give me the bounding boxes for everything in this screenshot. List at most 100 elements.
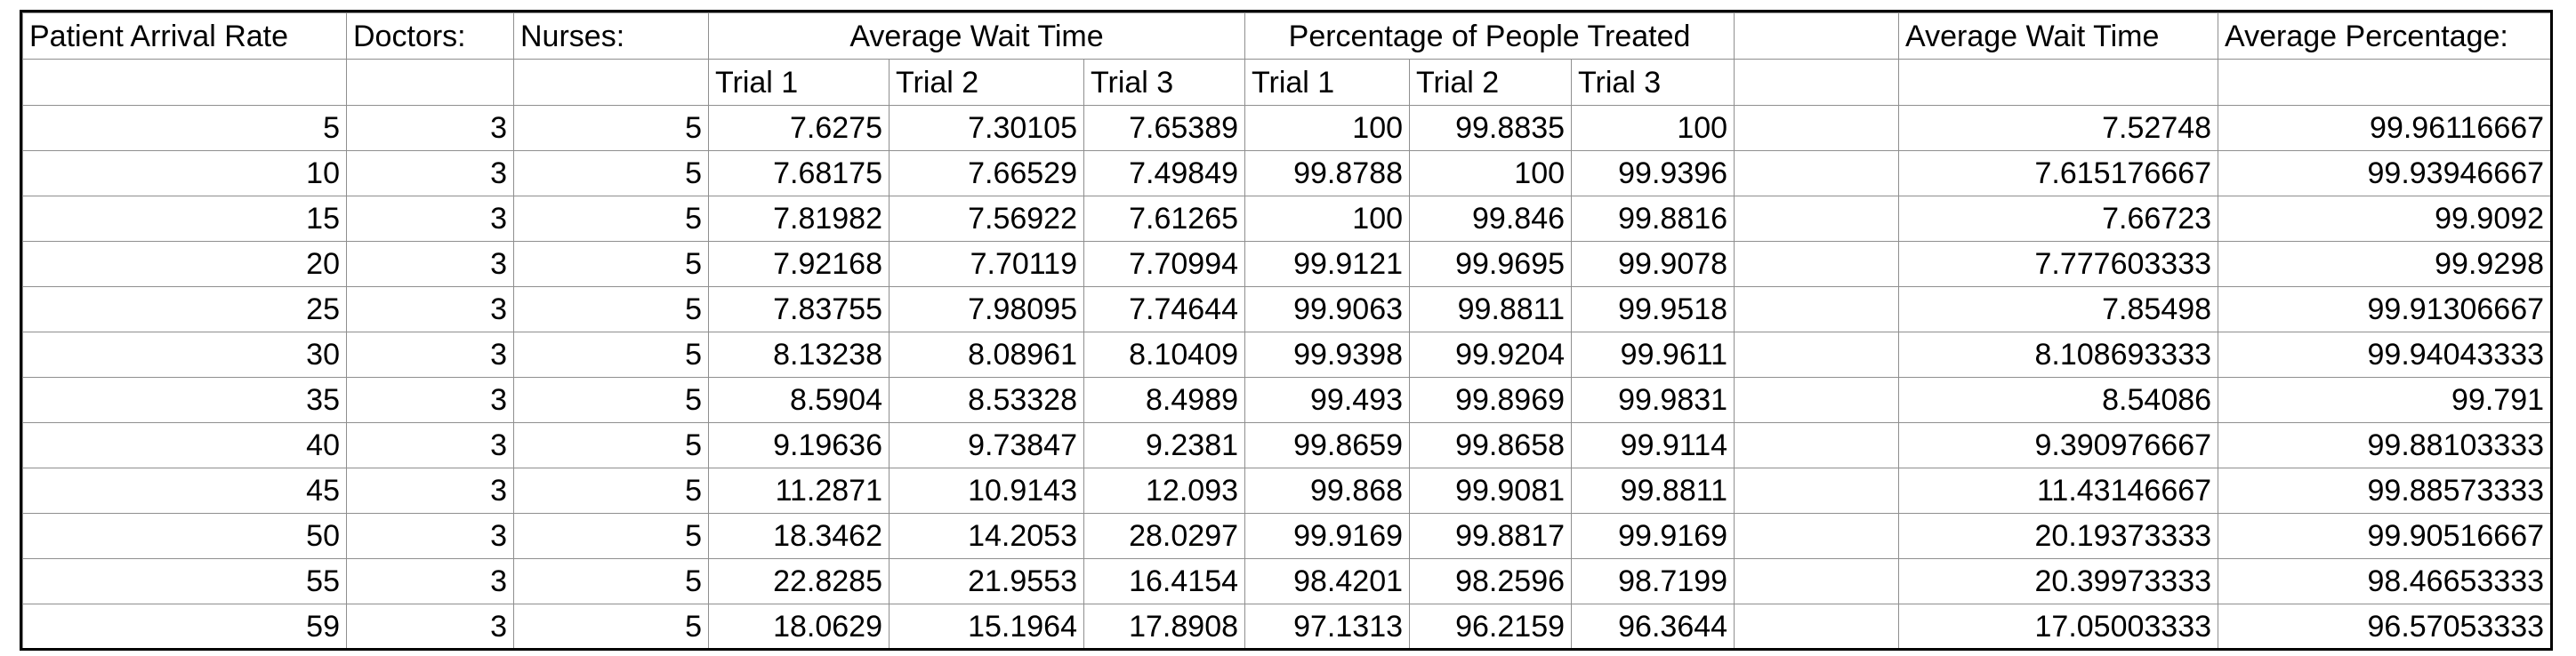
wait-trial-1-cell[interactable]: 22.8285 xyxy=(708,558,890,604)
percentage-trial-3-cell[interactable]: 100 xyxy=(1571,105,1735,151)
average-wait-time-cell[interactable]: 7.66723 xyxy=(1898,196,2219,242)
average-wait-time-cell[interactable]: 9.390976667 xyxy=(1898,422,2219,468)
wait-trial-2-cell[interactable]: 7.30105 xyxy=(889,105,1084,151)
arrival-rate-cell[interactable]: 35 xyxy=(22,377,347,423)
nurses-cell[interactable]: 5 xyxy=(513,105,709,151)
blank-cell[interactable] xyxy=(1734,286,1900,332)
wait-trial-2-cell[interactable]: 9.73847 xyxy=(889,422,1084,468)
wait-trial-2-cell[interactable]: 7.98095 xyxy=(889,286,1084,332)
wait-trial-3-cell[interactable]: 9.2381 xyxy=(1083,422,1246,468)
wait-trial-2-cell[interactable]: 7.56922 xyxy=(889,196,1084,242)
percentage-trial-1-cell[interactable]: 99.8788 xyxy=(1244,150,1411,196)
header-percentage-trial-1[interactable]: Trial 1 xyxy=(1244,59,1411,106)
doctors-cell[interactable]: 3 xyxy=(346,150,514,196)
percentage-trial-3-cell[interactable]: 99.9518 xyxy=(1571,286,1735,332)
average-percentage-cell[interactable]: 99.94043333 xyxy=(2218,332,2550,378)
average-percentage-cell[interactable]: 99.90516667 xyxy=(2218,513,2550,559)
blank-cell[interactable] xyxy=(1734,513,1900,559)
percentage-trial-2-cell[interactable]: 99.8811 xyxy=(1409,286,1573,332)
average-percentage-cell[interactable]: 99.791 xyxy=(2218,377,2550,423)
arrival-rate-cell[interactable]: 40 xyxy=(22,422,347,468)
average-percentage-cell[interactable]: 98.46653333 xyxy=(2218,558,2550,604)
wait-trial-2-cell[interactable]: 15.1964 xyxy=(889,604,1084,648)
average-percentage-cell[interactable]: 99.9298 xyxy=(2218,241,2550,287)
blank-cell[interactable] xyxy=(1734,422,1900,468)
doctors-cell[interactable]: 3 xyxy=(346,332,514,378)
nurses-cell[interactable]: 5 xyxy=(513,558,709,604)
wait-trial-2-cell[interactable]: 21.9553 xyxy=(889,558,1084,604)
nurses-cell[interactable]: 5 xyxy=(513,377,709,423)
wait-trial-1-cell[interactable]: 11.2871 xyxy=(708,468,890,514)
empty-cell[interactable] xyxy=(346,59,514,106)
doctors-cell[interactable]: 3 xyxy=(346,558,514,604)
nurses-cell[interactable]: 5 xyxy=(513,468,709,514)
empty-cell[interactable] xyxy=(1734,59,1900,106)
doctors-cell[interactable]: 3 xyxy=(346,422,514,468)
blank-cell[interactable] xyxy=(1734,468,1900,514)
arrival-rate-cell[interactable]: 45 xyxy=(22,468,347,514)
average-percentage-cell[interactable]: 99.91306667 xyxy=(2218,286,2550,332)
header-percentage-trial-2[interactable]: Trial 2 xyxy=(1409,59,1573,106)
percentage-trial-3-cell[interactable]: 99.9169 xyxy=(1571,513,1735,559)
average-wait-time-cell[interactable]: 8.108693333 xyxy=(1898,332,2219,378)
blank-cell[interactable] xyxy=(1734,604,1900,648)
blank-cell[interactable] xyxy=(1734,150,1900,196)
percentage-trial-1-cell[interactable]: 100 xyxy=(1244,196,1411,242)
wait-trial-1-cell[interactable]: 7.68175 xyxy=(708,150,890,196)
average-wait-time-cell[interactable]: 7.52748 xyxy=(1898,105,2219,151)
header-percentage-trial-3[interactable]: Trial 3 xyxy=(1571,59,1735,106)
wait-trial-3-cell[interactable]: 7.70994 xyxy=(1083,241,1246,287)
wait-trial-2-cell[interactable]: 7.66529 xyxy=(889,150,1084,196)
wait-trial-3-cell[interactable]: 8.10409 xyxy=(1083,332,1246,378)
average-wait-time-cell[interactable]: 8.54086 xyxy=(1898,377,2219,423)
percentage-trial-1-cell[interactable]: 99.8659 xyxy=(1244,422,1411,468)
average-wait-time-cell[interactable]: 7.615176667 xyxy=(1898,150,2219,196)
wait-trial-3-cell[interactable]: 17.8908 xyxy=(1083,604,1246,648)
percentage-trial-1-cell[interactable]: 100 xyxy=(1244,105,1411,151)
empty-cell[interactable] xyxy=(1898,59,2219,106)
header-doctors[interactable]: Doctors: xyxy=(346,12,514,60)
arrival-rate-cell[interactable]: 30 xyxy=(22,332,347,378)
header-blank[interactable] xyxy=(1734,12,1900,60)
wait-trial-2-cell[interactable]: 14.2053 xyxy=(889,513,1084,559)
average-percentage-cell[interactable]: 99.9092 xyxy=(2218,196,2550,242)
empty-cell[interactable] xyxy=(2218,59,2550,106)
percentage-trial-1-cell[interactable]: 98.4201 xyxy=(1244,558,1411,604)
percentage-trial-3-cell[interactable]: 99.9611 xyxy=(1571,332,1735,378)
percentage-trial-3-cell[interactable]: 99.8811 xyxy=(1571,468,1735,514)
arrival-rate-cell[interactable]: 59 xyxy=(22,604,347,648)
arrival-rate-cell[interactable]: 50 xyxy=(22,513,347,559)
average-percentage-cell[interactable]: 99.96116667 xyxy=(2218,105,2550,151)
arrival-rate-cell[interactable]: 5 xyxy=(22,105,347,151)
average-percentage-cell[interactable]: 99.88103333 xyxy=(2218,422,2550,468)
percentage-trial-2-cell[interactable]: 99.8658 xyxy=(1409,422,1573,468)
doctors-cell[interactable]: 3 xyxy=(346,604,514,648)
percentage-trial-3-cell[interactable]: 99.9078 xyxy=(1571,241,1735,287)
percentage-trial-3-cell[interactable]: 99.9831 xyxy=(1571,377,1735,423)
percentage-trial-1-cell[interactable]: 99.9169 xyxy=(1244,513,1411,559)
average-percentage-cell[interactable]: 99.93946667 xyxy=(2218,150,2550,196)
arrival-rate-cell[interactable]: 25 xyxy=(22,286,347,332)
percentage-trial-2-cell[interactable]: 100 xyxy=(1409,150,1573,196)
doctors-cell[interactable]: 3 xyxy=(346,377,514,423)
arrival-rate-cell[interactable]: 15 xyxy=(22,196,347,242)
percentage-trial-1-cell[interactable]: 99.868 xyxy=(1244,468,1411,514)
percentage-trial-3-cell[interactable]: 98.7199 xyxy=(1571,558,1735,604)
wait-trial-3-cell[interactable]: 12.093 xyxy=(1083,468,1246,514)
header-patient-arrival-rate[interactable]: Patient Arrival Rate xyxy=(22,12,347,60)
arrival-rate-cell[interactable]: 55 xyxy=(22,558,347,604)
percentage-trial-1-cell[interactable]: 99.9398 xyxy=(1244,332,1411,378)
wait-trial-3-cell[interactable]: 16.4154 xyxy=(1083,558,1246,604)
average-wait-time-cell[interactable]: 20.19373333 xyxy=(1898,513,2219,559)
average-wait-time-cell[interactable]: 20.39973333 xyxy=(1898,558,2219,604)
doctors-cell[interactable]: 3 xyxy=(346,286,514,332)
empty-cell[interactable] xyxy=(22,59,347,106)
average-wait-time-cell[interactable]: 7.85498 xyxy=(1898,286,2219,332)
blank-cell[interactable] xyxy=(1734,377,1900,423)
header-average-wait-time[interactable]: Average Wait Time xyxy=(707,12,1246,60)
wait-trial-1-cell[interactable]: 9.19636 xyxy=(708,422,890,468)
nurses-cell[interactable]: 5 xyxy=(513,150,709,196)
wait-trial-2-cell[interactable]: 8.08961 xyxy=(889,332,1084,378)
percentage-trial-1-cell[interactable]: 99.9121 xyxy=(1244,241,1411,287)
percentage-trial-2-cell[interactable]: 96.2159 xyxy=(1409,604,1573,648)
